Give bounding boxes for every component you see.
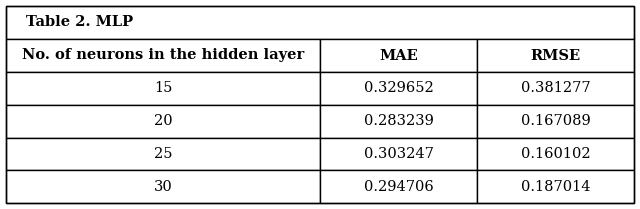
Text: 15: 15 [154,81,172,95]
Text: 0.381277: 0.381277 [521,81,590,95]
Text: 0.294706: 0.294706 [364,180,433,194]
Text: Table 2. MLP: Table 2. MLP [26,15,133,29]
Bar [6,72,320,105]
Bar [477,138,634,170]
Text: No. of neurons in the hidden layer: No. of neurons in the hidden layer [22,48,304,62]
Bar [320,39,477,72]
Bar [477,105,634,138]
Bar [477,39,634,72]
Bar [320,170,477,203]
Bar [477,170,634,203]
Text: MAE: MAE [379,48,418,62]
Bar [6,170,320,203]
Bar [320,138,477,170]
Text: 0.283239: 0.283239 [364,114,433,128]
Text: 0.160102: 0.160102 [521,147,590,161]
Bar [477,72,634,105]
Bar [320,72,477,105]
Text: 0.303247: 0.303247 [364,147,433,161]
Bar [320,105,477,138]
Text: 25: 25 [154,147,172,161]
Text: 0.187014: 0.187014 [521,180,590,194]
Text: 0.167089: 0.167089 [520,114,590,128]
Bar [6,6,634,39]
Bar [6,105,320,138]
Text: RMSE: RMSE [531,48,580,62]
Text: 20: 20 [154,114,172,128]
Text: 0.329652: 0.329652 [364,81,433,95]
Text: 30: 30 [154,180,172,194]
Bar [6,138,320,170]
Bar [6,39,320,72]
